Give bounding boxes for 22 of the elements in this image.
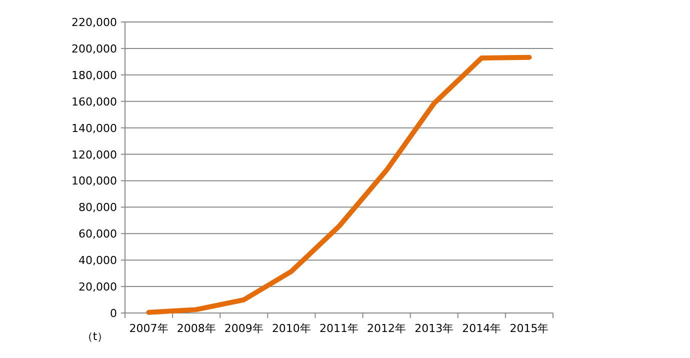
- x-tick-label: 2014年: [462, 322, 502, 335]
- y-tick-label: 120,000: [72, 148, 117, 162]
- y-tick-label: 160,000: [72, 95, 117, 108]
- x-tick-label: 2011年: [320, 322, 358, 335]
- y-tick-label: 180,000: [72, 68, 117, 82]
- y-tick-label: 20,000: [78, 280, 117, 294]
- y-tick-label: 140,000: [72, 122, 117, 135]
- y-tick-label: 40,000: [78, 254, 117, 268]
- x-tick-label: 2013年: [414, 322, 454, 335]
- x-tick-label: 2012年: [367, 322, 406, 335]
- y-tick-label: 220,000: [72, 16, 117, 29]
- x-tick-label: 2009年: [224, 322, 264, 335]
- y-tick-label: 60,000: [78, 228, 117, 241]
- y-tick-label: 0: [110, 307, 117, 320]
- x-tick-label: 2007年: [129, 322, 168, 335]
- y-axis-title: （t）: [82, 330, 108, 343]
- x-tick-label: 2015年: [510, 322, 549, 335]
- y-tick-label: 80,000: [78, 201, 117, 214]
- x-tick-label: 2008年: [176, 322, 216, 335]
- x-tick-label: 2010年: [272, 322, 311, 335]
- y-tick-label: 100,000: [72, 174, 117, 188]
- y-tick-label: 200,000: [72, 42, 117, 56]
